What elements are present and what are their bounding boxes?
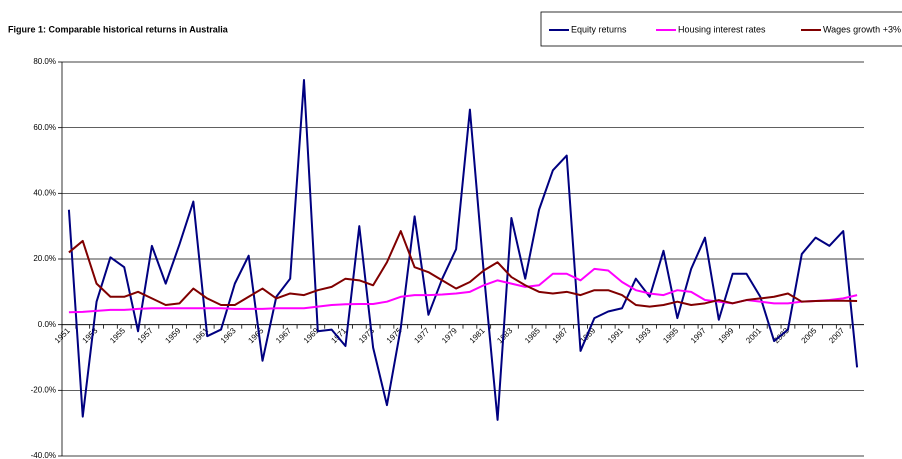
x-tick-label: 1985 [523, 326, 542, 345]
x-tick-label: 1987 [551, 326, 570, 345]
legend-label: Equity returns [571, 24, 627, 34]
legend-label: Wages growth +3% [823, 24, 901, 34]
legend-box [540, 11, 902, 47]
x-tick-label: 2005 [800, 326, 819, 345]
x-tick-label: 1953 [81, 326, 100, 345]
x-tick-label: 1979 [440, 326, 459, 345]
chart-title: Figure 1: Comparable historical returns … [8, 24, 229, 34]
data-line [68, 230, 858, 308]
x-tick-label: 1993 [634, 326, 653, 345]
y-tick-label: -20.0% [31, 385, 56, 394]
data-line [67, 79, 859, 421]
x-tick-label: 1991 [606, 326, 625, 345]
y-tick-label: 0.0% [38, 320, 56, 329]
y-tick-label: 40.0% [33, 188, 56, 197]
x-tick-label: 1973 [357, 326, 376, 345]
y-tick-label: -40.0% [31, 451, 56, 459]
x-tick-label: 1999 [717, 326, 736, 345]
data-line [68, 267, 858, 314]
x-tick-label: 1959 [163, 326, 182, 345]
x-tick-label: 1955 [108, 326, 127, 345]
x-tick-label: 1995 [661, 326, 680, 345]
x-tick-label: 1967 [274, 326, 293, 345]
legend-label: Housing interest rates [678, 24, 766, 34]
x-tick-label: 1981 [468, 326, 487, 345]
y-tick-label: 20.0% [33, 254, 56, 263]
y-tick-label: 80.0% [33, 57, 56, 66]
x-tick-label: 1997 [689, 326, 708, 345]
x-tick-label: 2001 [744, 326, 763, 345]
x-tick-label: 1977 [412, 326, 431, 345]
x-tick-label: 1983 [495, 326, 514, 345]
x-tick-label: 2007 [827, 326, 846, 345]
x-tick-label: 1965 [246, 326, 265, 345]
y-tick-label: 60.0% [33, 123, 56, 132]
